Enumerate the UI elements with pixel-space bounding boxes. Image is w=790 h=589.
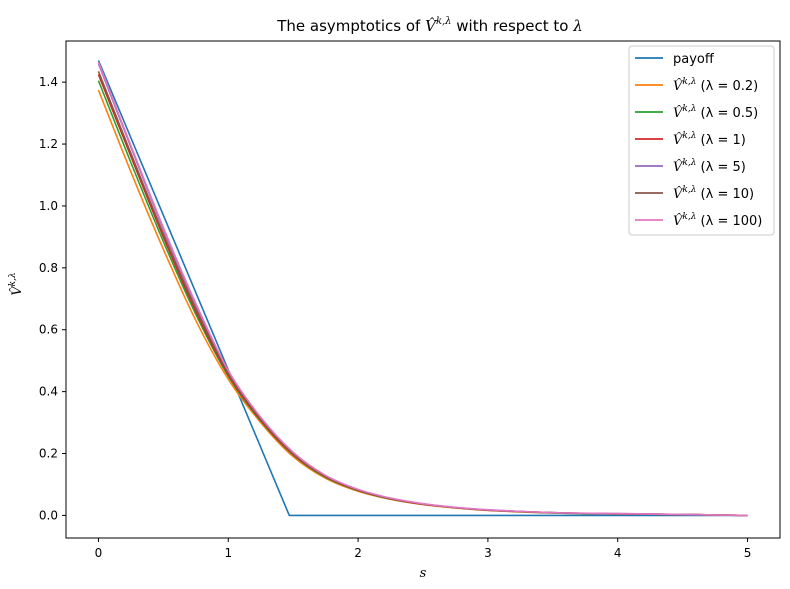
y-axis-label: V̂k,λ (8, 272, 25, 295)
y-tick-label: 1.0 (39, 199, 58, 213)
legend-label: V̂k,λ (λ = 100) (673, 212, 762, 229)
plot-area-frame (65, 40, 781, 539)
x-tick-label: 1 (224, 546, 232, 560)
x-tick-label: 0 (95, 546, 103, 560)
y-tick-label: 0.2 (39, 447, 58, 461)
y-tick-label: 0.4 (39, 385, 58, 399)
y-tick-label: 0.6 (39, 323, 58, 337)
x-tick-label: 3 (484, 546, 492, 560)
y-tick-label: 0.0 (39, 508, 58, 522)
legend-label: V̂k,λ (λ = 0.2) (673, 77, 758, 94)
legend-label: payoff (673, 52, 715, 67)
legend-label: V̂k,λ (λ = 1) (673, 131, 746, 148)
legend-box (628, 45, 775, 236)
x-tick-label: 4 (614, 546, 622, 560)
legend-label: V̂k,λ (λ = 10) (673, 185, 754, 202)
chart-title: The asymptotics of V̂k,λ with respect to… (276, 16, 583, 35)
x-axis-label: s (420, 566, 427, 581)
series-line-6 (97, 61, 748, 517)
legend-label: V̂k,λ (λ = 0.5) (673, 104, 758, 121)
x-tick-label: 2 (354, 546, 362, 560)
y-tick-label: 1.2 (39, 137, 58, 151)
y-axis-ticks: 0.0 0.2 0.4 0.6 0.8 1.0 1.2 1.4 (39, 75, 66, 522)
legend: payoff V̂k,λ (λ = 0.2) V̂k,λ (λ = 0.5) V̂k,… (628, 45, 775, 236)
y-tick-label: 0.8 (39, 261, 58, 275)
x-tick-label: 5 (744, 546, 752, 560)
x-axis-ticks: 0 1 2 3 4 5 (95, 538, 752, 560)
series-line-0 (97, 60, 748, 517)
y-tick-label: 1.4 (39, 75, 58, 89)
legend-label: V̂k,λ (λ = 5) (673, 158, 746, 175)
series-lines (97, 60, 748, 517)
